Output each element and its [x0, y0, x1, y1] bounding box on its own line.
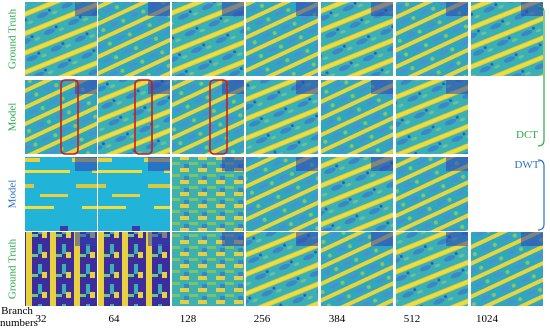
column-header: Branch numbers [0, 305, 38, 329]
group-label: DWT [514, 159, 539, 171]
tile-shade [75, 232, 97, 246]
row-label: Model [7, 180, 19, 209]
tile-shade [296, 232, 318, 246]
highlight-box [134, 79, 153, 155]
tile-shade [148, 157, 170, 171]
row-label: Ground Truth [7, 238, 19, 299]
row-label: Model [7, 103, 19, 132]
tile-shade [296, 2, 318, 16]
row-label: Ground Truth [7, 8, 19, 69]
column-label: 64 [108, 313, 120, 325]
tile-shade [222, 232, 244, 246]
tile-shade [446, 232, 468, 246]
column-label: 128 [179, 313, 197, 325]
column-label: 384 [328, 313, 346, 325]
tile-shade [75, 80, 97, 94]
tile-shade [148, 2, 170, 16]
highlight-box [209, 79, 228, 155]
dct-bracket [537, 5, 545, 147]
tile-shade [371, 232, 393, 246]
tile-shade [446, 80, 468, 94]
tile-shade [75, 2, 97, 16]
tile-shade [446, 2, 468, 16]
column-label: 1024 [476, 313, 498, 325]
tile-shade [222, 157, 244, 171]
tile-shade [222, 2, 244, 16]
dwt-bracket [537, 159, 545, 231]
tile-shade [296, 157, 318, 171]
tile-shade [148, 232, 170, 246]
column-label: 256 [253, 313, 271, 325]
tile-shade [296, 80, 318, 94]
column-label: 32 [35, 313, 47, 325]
group-label: DCT [516, 129, 538, 141]
tile-shade [521, 232, 543, 246]
tile-shade [371, 157, 393, 171]
tile-shade [75, 157, 97, 171]
highlight-box [60, 79, 79, 155]
column-label: 512 [403, 313, 421, 325]
tile-shade [446, 157, 468, 171]
tile-shade [222, 80, 244, 94]
tile-shade [148, 80, 170, 94]
tile-shade [371, 80, 393, 94]
tile-shade [371, 2, 393, 16]
tile-shade [521, 2, 543, 16]
